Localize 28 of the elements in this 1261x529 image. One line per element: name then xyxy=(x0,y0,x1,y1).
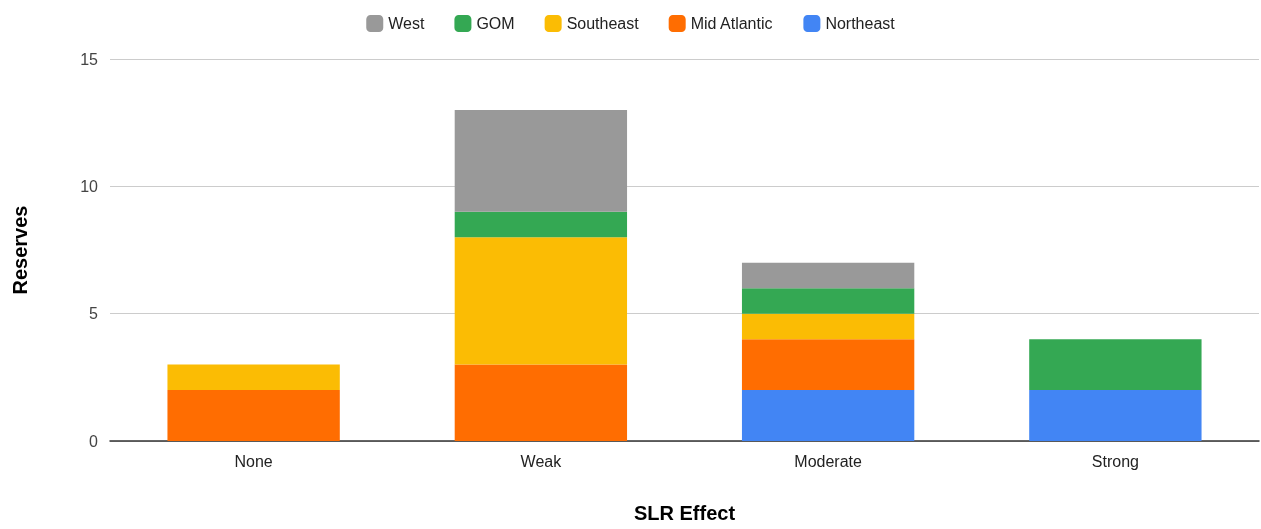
bar xyxy=(1029,339,1202,391)
bar xyxy=(741,313,915,340)
y-tick-label: 15 xyxy=(80,50,99,68)
bar xyxy=(454,237,628,365)
bar xyxy=(454,364,628,441)
legend-label: GOM xyxy=(476,15,515,32)
x-tick-label: Moderate xyxy=(794,452,863,470)
x-tick-label: Strong xyxy=(1091,452,1139,470)
bar xyxy=(167,364,340,391)
legend-label: Mid Atlantic xyxy=(690,15,773,32)
y-tick-label: 0 xyxy=(89,432,99,450)
x-tick-label: Weak xyxy=(520,452,563,470)
legend-label: Southeast xyxy=(566,15,640,32)
legend-label: West xyxy=(388,15,425,32)
bar xyxy=(454,211,628,238)
bar xyxy=(741,262,915,289)
y-tick-label: 10 xyxy=(80,177,99,195)
bar xyxy=(741,390,915,441)
legend-label: Northeast xyxy=(825,15,896,32)
y-tick-label: 5 xyxy=(89,305,99,323)
bar xyxy=(167,390,340,441)
y-axis-title: Reserves xyxy=(9,205,31,295)
bar xyxy=(1029,390,1202,441)
x-axis-title: SLR Effect xyxy=(633,502,736,524)
bar xyxy=(741,288,915,314)
bar xyxy=(454,109,628,212)
bar xyxy=(741,339,915,391)
x-tick-label: None xyxy=(234,452,273,470)
